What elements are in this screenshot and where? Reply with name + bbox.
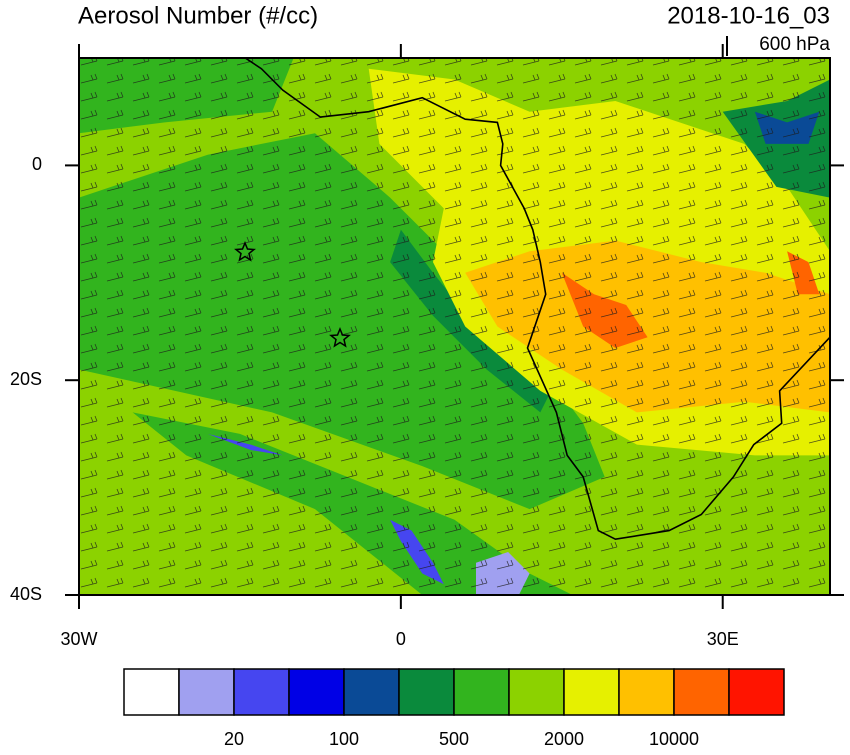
wind-barbs bbox=[79, 58, 830, 595]
colorbar-box bbox=[453, 668, 510, 716]
x-tick-label: 0 bbox=[396, 629, 406, 649]
colorbar-label: 10000 bbox=[649, 729, 699, 749]
y-tick-label: 0 bbox=[32, 154, 42, 174]
colorbar-box bbox=[673, 668, 730, 716]
colorbar-box bbox=[233, 668, 290, 716]
map-frame bbox=[78, 57, 831, 596]
colorbar-box bbox=[508, 668, 565, 716]
x-tick-label: 30E bbox=[707, 629, 739, 649]
station-star bbox=[234, 241, 256, 262]
colorbar-label: 2000 bbox=[544, 729, 584, 749]
x-tick-label: 30W bbox=[60, 629, 97, 649]
colorbar-box bbox=[288, 668, 345, 716]
colorbar-label: 20 bbox=[224, 729, 244, 749]
colorbar-box bbox=[618, 668, 675, 716]
y-tick-label: 20S bbox=[10, 369, 42, 389]
time-label: 2018-10-16_03 bbox=[667, 2, 830, 29]
coastline bbox=[243, 58, 830, 541]
colorbar-box bbox=[123, 668, 180, 716]
colorbar-box bbox=[343, 668, 400, 716]
colorbar-box bbox=[563, 668, 620, 716]
title: Aerosol Number (#/cc) bbox=[78, 2, 318, 29]
station-star bbox=[329, 327, 351, 348]
level-label: 600 hPa bbox=[759, 34, 830, 55]
colorbar-label: 100 bbox=[329, 729, 359, 749]
map-area bbox=[79, 58, 830, 595]
colorbar-box bbox=[728, 668, 785, 716]
colorbar: 20 100 500 2000 10000 bbox=[123, 668, 785, 749]
colorbar-box bbox=[178, 668, 235, 716]
colorbar-box bbox=[398, 668, 455, 716]
colorbar-label: 500 bbox=[439, 729, 469, 749]
y-tick-label: 40S bbox=[10, 584, 42, 604]
